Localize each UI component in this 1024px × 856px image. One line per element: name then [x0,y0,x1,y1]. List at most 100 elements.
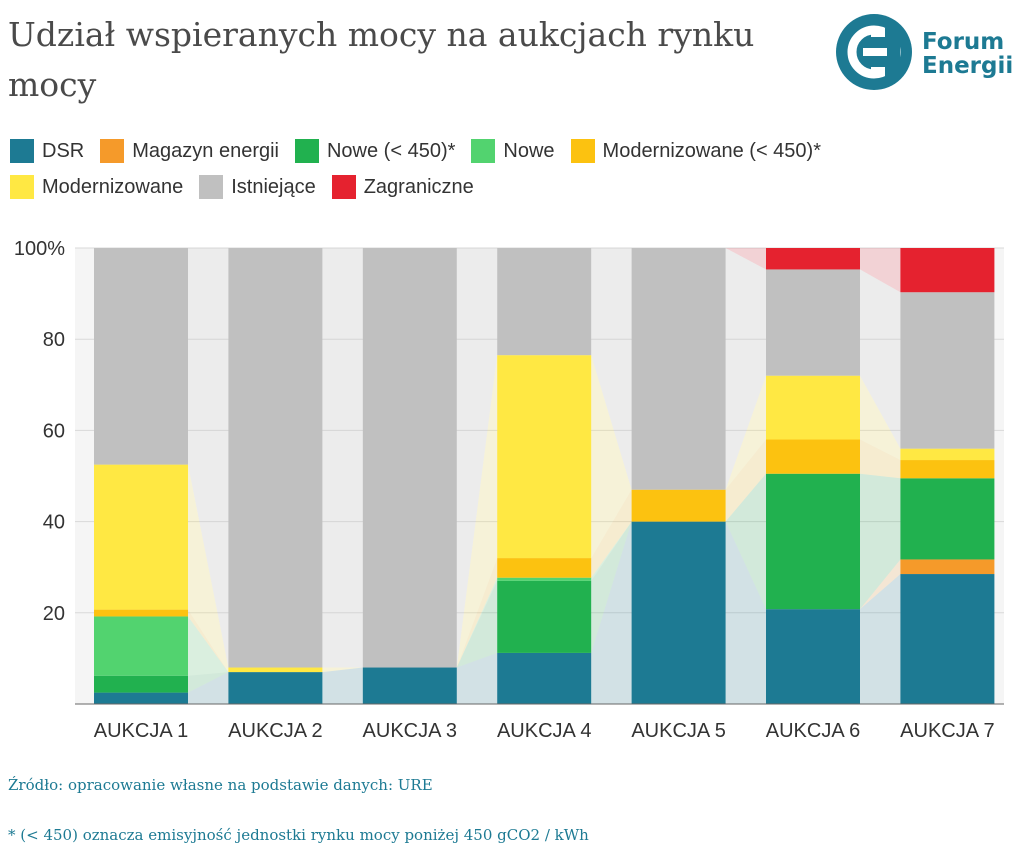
legend-swatch [10,175,34,199]
bar-aukcja-2-istniejace [228,248,323,668]
connector-band [860,559,901,610]
logo-line-1: Forum [922,29,1005,55]
bar-aukcja-7-zagraniczne [900,248,995,293]
connector-band [860,269,901,449]
connector-band [725,473,766,610]
connector-band [456,558,498,668]
bar-aukcja-7-modernizowane [900,448,995,461]
bar-aukcja-5-dsr [631,521,726,704]
legend-swatch [199,175,224,199]
bar-aukcja-6-modernizowane [766,375,860,440]
y-tick-label: 100% [14,238,65,260]
connector-band [188,672,229,704]
bar-aukcja-3-dsr [362,667,457,704]
connector-band [322,667,363,704]
bar-aukcja-1-nowe [94,616,188,676]
source-note: Źródło: opracowanie własne na podstawie … [8,776,433,794]
logo-mark-icon [836,14,912,90]
connector-band [860,574,901,704]
bar-aukcja-6-zagraniczne [766,248,860,270]
legend-row-1: DSR Magazyn energii Nowe (< 450)* Nowe Moder… [10,133,910,169]
legend-label: Nowe (< 450)* [326,139,456,162]
x-tick-label: AUKCJA 7 [900,720,994,742]
emission-footnote: * (< 450) oznacza emisyjność jednostki r… [8,826,589,844]
connector-band [456,248,498,668]
bar-aukcja-6-modernizowane-450 [766,439,860,474]
y-tick-label: 80 [43,329,65,351]
legend-label: Magazyn energii [132,139,279,162]
bar-aukcja-7-modernizowane-450 [900,460,995,479]
connector-band [188,616,229,676]
bar-aukcja-7-dsr [900,574,995,704]
logo-line-2: Energii [922,53,1014,79]
legend-item-magazyn-energii: Magazyn energii [100,139,279,163]
connector-band [725,521,766,704]
connector-band [456,577,498,668]
connector-band [725,248,766,490]
bar-aukcja-1-modernizowane-450 [94,609,188,617]
forum-energii-logo: Forum Energii [836,14,1016,94]
stacked-bar-chart: 20 40 60 80 100% AUKCJA 1 AUKCJA 2 AUKCJA 3 AUKC… [14,238,1004,742]
connector-band [188,248,229,668]
connector-band [456,355,498,668]
bar-aukcja-3-istniejace [362,248,457,668]
x-tick-label: AUKCJA 2 [228,720,322,742]
bar-aukcja-4-istniejace [497,248,592,356]
bar-aukcja-5-modernizowane-450 [631,489,726,522]
connector-band [456,652,498,704]
x-tick-label: AUKCJA 3 [363,720,457,742]
bar-aukcja-1-modernizowane [94,464,188,610]
x-tick-label: AUKCJA 6 [766,720,860,742]
logo-wordmark: Forum Energii [922,30,1013,78]
chart-legend: DSR Magazyn energii Nowe (< 450)* Nowe Moder… [10,133,910,205]
bar-aukcja-4-modernizowane [497,355,592,559]
x-tick-label: AUKCJA 5 [631,720,725,742]
connector-band [591,355,632,559]
bar-aukcja-4-modernizowane-450 [497,558,592,578]
x-tick-label: AUKCJA 1 [94,720,188,742]
bar-aukcja-2-modernizowane [228,667,323,673]
bar-aukcja-1-nowe-450 [94,675,188,693]
y-tick-label: 60 [43,420,65,442]
y-tick-label: 20 [43,603,65,625]
legend-swatch [10,139,34,163]
bar-aukcja-6-nowe-450 [766,473,860,610]
bar-aukcja-6-istniejace [766,269,860,376]
legend-item-istniejace: Istniejące [199,175,316,199]
legend-label: Zagraniczne [363,175,474,198]
connector-band [322,248,363,668]
legend-swatch [100,139,125,163]
legend-label: Istniejące [231,175,316,198]
bar-aukcja-1-istniejace [94,248,188,465]
connector-band [591,489,632,578]
legend-item-nowe-450: Nowe (< 450)* [294,139,456,163]
connector-band [322,667,363,673]
bar-aukcja-4-nowe-450 [497,580,592,653]
legend-item-modernizowane: Modernizowane [10,175,183,199]
connector-band [860,473,901,610]
connector-band [725,439,766,522]
connector-band [591,521,632,653]
legend-item-nowe: Nowe [471,139,555,163]
connector-band [860,248,901,293]
bar-aukcja-7-nowe-450 [900,478,995,560]
bar-aukcja-5-istniejace [631,248,726,490]
legend-swatch [570,139,595,163]
bar-aukcja-7-magazyn-energii [900,559,995,575]
chart-title: Udział wspieranych mocy na aukcjach rynk… [8,15,755,104]
legend-swatch [294,139,319,163]
connector-band [860,375,901,461]
legend-label: Modernizowane [42,175,184,198]
connector-band [591,521,632,581]
legend-label: Modernizowane (< 450)* [602,139,821,162]
legend-swatch [471,139,496,163]
legend-label: DSR [42,139,85,162]
legend-label: Nowe [503,139,555,162]
connector-band [725,375,766,490]
connector-band [188,672,229,693]
connector-band [591,248,632,490]
legend-row-2: Modernizowane Istniejące Zagraniczne [10,169,910,205]
x-tick-label: AUKCJA 4 [497,720,591,742]
bar-aukcja-4-nowe [497,577,592,581]
connector-band [725,248,766,270]
